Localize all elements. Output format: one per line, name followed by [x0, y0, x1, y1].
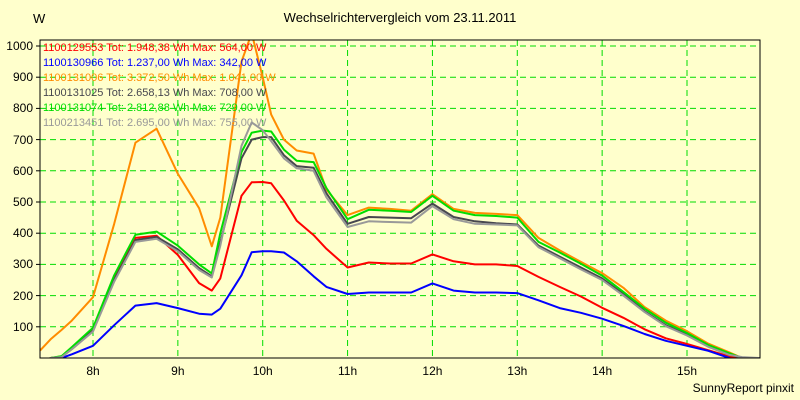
legend-item-1100129553: 1100129553 Tot: 1.948,38 Wh Max: 564,00 … [43, 42, 267, 54]
legend-item-1100131025: 1100131025 Tot: 2.658,13 Wh Max: 708,00 … [43, 87, 267, 99]
legend-item-1100213451: 1100213451 Tot: 2.695,00 Wh Max: 755,00 … [43, 117, 267, 129]
legend-item-1100130966: 1100130966 Tot: 1.237,00 Wh Max: 342,00 … [43, 57, 267, 69]
series-line-1100131025 [49, 136, 744, 358]
x-tick-label-11h: 11h [337, 364, 358, 378]
y-tick-label-800: 800 [12, 101, 33, 116]
x-tick-label-10h: 10h [252, 364, 273, 378]
y-axis-unit-label: W [33, 11, 46, 26]
series-line-1100213451 [49, 121, 760, 358]
y-tick-label-500: 500 [12, 195, 33, 209]
y-tick-label-400: 400 [12, 226, 33, 241]
legend-item-1100131074: 1100131074 Tot: 2.812,88 Wh Max: 729,00 … [43, 102, 267, 114]
x-tick-label-15h: 15h [676, 364, 697, 378]
series-line-1100131074 [49, 129, 744, 358]
y-tick-label-700: 700 [12, 132, 33, 147]
y-tick-label-1000: 1000 [6, 39, 33, 53]
legend-item-1100131006: 1100131006 Tot: 3.372,50 Wh Max: 1.041,0… [43, 72, 276, 84]
x-tick-label-12h: 12h [422, 364, 443, 378]
credit-text: SunnyReport pinxit [692, 381, 794, 395]
y-tick-label-200: 200 [12, 288, 33, 303]
y-tick-label-100: 100 [12, 319, 33, 334]
y-tick-label-900: 900 [12, 70, 33, 85]
plot-border [39, 39, 761, 359]
series-line-1100130966 [60, 250, 731, 358]
x-tick-label-8h: 8h [86, 364, 100, 378]
x-tick-label-14h: 14h [592, 364, 613, 378]
x-tick-label-13h: 13h [507, 364, 528, 378]
x-tick-label-9h: 9h [171, 364, 185, 378]
y-tick-label-600: 600 [12, 163, 33, 178]
y-tick-label-300: 300 [12, 257, 33, 272]
chart-title: Wechselrichtervergleich vom 23.11.2011 [283, 10, 517, 25]
